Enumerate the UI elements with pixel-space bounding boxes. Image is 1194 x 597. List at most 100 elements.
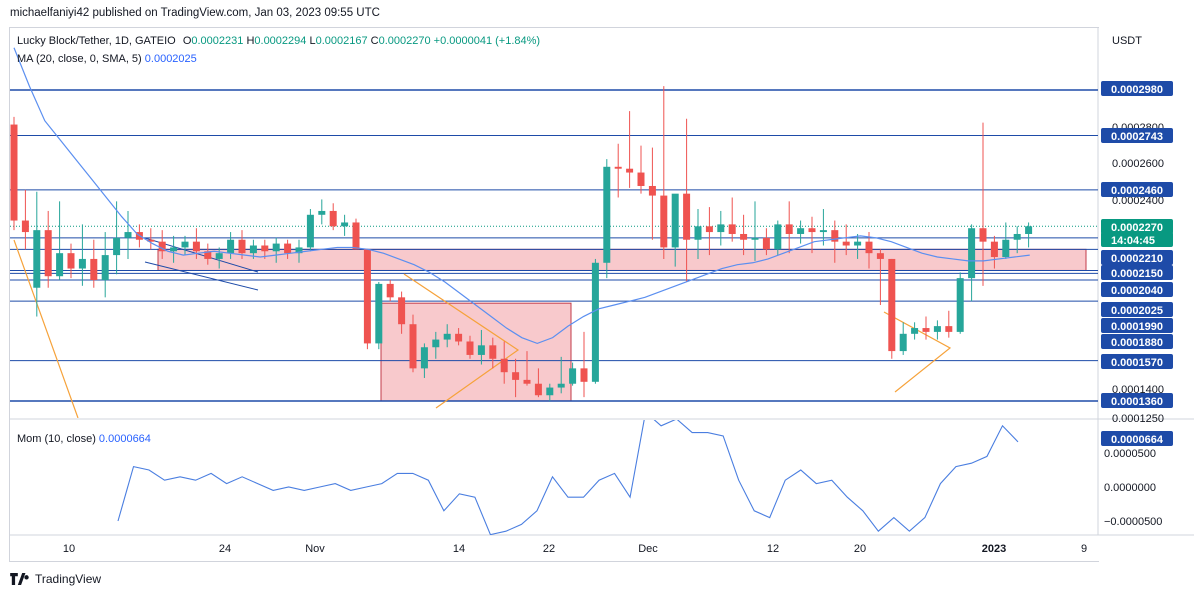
candle-body — [546, 387, 554, 396]
candle-body — [854, 241, 862, 246]
candle-body — [500, 358, 508, 373]
mom-pane — [117, 420, 1019, 535]
candle-body — [512, 372, 520, 380]
candle-body — [705, 226, 713, 233]
price-axis-tick: 0.0002400 — [1112, 195, 1164, 207]
symbol-title[interactable]: Lucky Block/Tether, 1D, GATEIO — [17, 35, 176, 47]
candle-body — [945, 326, 953, 332]
candle-body — [181, 241, 189, 248]
candle-body — [10, 124, 18, 221]
price-badge-text: 0.0002743 — [1111, 131, 1163, 143]
candle-body — [238, 239, 246, 254]
candle-body — [626, 168, 634, 173]
ohlc-close-label: C — [370, 35, 379, 47]
candle-body — [113, 237, 121, 256]
candle-body — [375, 283, 383, 344]
candle-body — [740, 233, 748, 240]
price-badge — [1101, 334, 1173, 349]
candle-body — [318, 210, 326, 215]
price-badge-text: 0.0002980 — [1111, 84, 1163, 96]
time-axis-tick: Nov — [305, 543, 325, 555]
candle-body — [534, 383, 542, 396]
candle-body — [21, 220, 29, 233]
price-axis-currency: USDT — [1112, 35, 1142, 47]
ma-line — [13, 47, 1030, 345]
candle-body — [717, 224, 725, 233]
price-badge — [1101, 393, 1173, 408]
price-badge-text: 0.0002270 — [1111, 222, 1163, 234]
time-axis-tick: 24 — [219, 543, 231, 555]
candle-body — [637, 172, 645, 186]
price-badge-text: 0.0001990 — [1111, 321, 1163, 333]
candle-body — [192, 241, 200, 252]
ohlc-low-label: L — [309, 35, 316, 47]
price-badge — [1101, 302, 1173, 317]
time-axis-tick: Dec — [638, 543, 658, 555]
price-badge-text: 14:04:45 — [1111, 235, 1155, 247]
trend-line-orange — [13, 239, 79, 418]
time-axis-tick: 14 — [453, 543, 465, 555]
footer-brand-text[interactable]: TradingView — [35, 572, 102, 586]
candle-body — [1002, 239, 1010, 258]
time-axis-tick: 9 — [1081, 543, 1087, 555]
ma-value: 0.0002025 — [144, 53, 197, 65]
price-badge-text: 0.0002210 — [1111, 253, 1163, 265]
price-badge-text: 0.0001570 — [1111, 357, 1163, 369]
candle-body — [557, 383, 565, 388]
price-badge-text: 0.0001880 — [1111, 337, 1163, 349]
candle-body — [204, 251, 212, 259]
triangle-pattern-orange-2 — [883, 311, 952, 393]
candle-body — [466, 341, 474, 355]
candle-body — [1013, 233, 1021, 240]
price-badge — [1101, 265, 1173, 280]
mom-legend: Mom (10, close) 0.0000664 — [17, 433, 151, 445]
candle-body — [341, 222, 349, 227]
price-badge-text: 0.0002150 — [1111, 268, 1163, 280]
candle-body — [569, 368, 577, 384]
candle-body — [648, 185, 656, 196]
candle-body — [831, 230, 839, 242]
candle-body — [614, 166, 622, 169]
candle-body — [876, 253, 884, 259]
candle-body — [158, 241, 166, 252]
price-badge — [1101, 128, 1173, 143]
candle-body — [329, 210, 337, 227]
candle-body — [842, 241, 850, 246]
ma-label[interactable]: MA (20, close, 0, SMA, 5) — [17, 53, 142, 65]
candle-body — [432, 339, 440, 348]
symbol-legend: Lucky Block/Tether, 1D, GATEIO O0.000223… — [17, 35, 540, 47]
candle-body — [797, 228, 805, 234]
candle-body — [580, 368, 588, 382]
candle-body — [888, 258, 896, 352]
price-badge — [1101, 354, 1173, 369]
price-badge — [1101, 282, 1173, 297]
ohlc-open-value: 0.0002231 — [191, 35, 244, 47]
candle-body — [272, 243, 280, 252]
candle-body — [170, 247, 178, 252]
candle-body — [808, 228, 816, 233]
price-badge — [1101, 232, 1173, 247]
candle-body — [56, 253, 64, 277]
candle-body — [90, 258, 98, 281]
price-badge-text: 0.0001360 — [1111, 396, 1163, 408]
footer-brand: TradingView — [10, 572, 101, 586]
time-axis-tick: 10 — [63, 543, 75, 555]
price-axis-tick: 0.0002600 — [1112, 158, 1164, 170]
candle-body — [922, 328, 930, 332]
candle-body — [227, 239, 235, 254]
candle-body — [352, 222, 360, 250]
candle-body — [409, 324, 417, 369]
candle-body — [306, 214, 314, 248]
candle-body — [819, 230, 827, 233]
ohlc-high-value: 0.0002294 — [254, 35, 307, 47]
candle-body — [489, 345, 497, 359]
candle-body — [671, 193, 679, 248]
candle-body — [762, 237, 770, 250]
price-badge — [1101, 318, 1173, 333]
time-axis-tick: 22 — [543, 543, 555, 555]
mom-label[interactable]: Mom (10, close) — [17, 433, 96, 445]
ohlc-open-label: O — [182, 35, 192, 47]
candle-body — [101, 255, 109, 281]
candle-body — [363, 249, 371, 344]
